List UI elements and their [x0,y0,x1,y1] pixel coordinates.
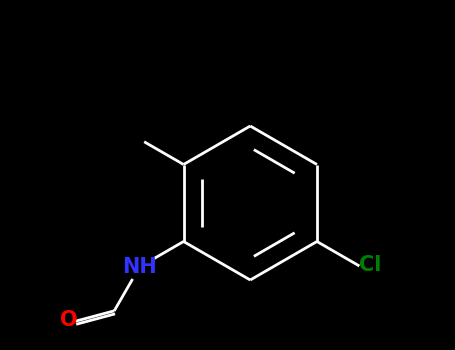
Text: NH: NH [122,257,157,277]
Text: O: O [60,310,78,330]
Text: Cl: Cl [359,255,381,275]
